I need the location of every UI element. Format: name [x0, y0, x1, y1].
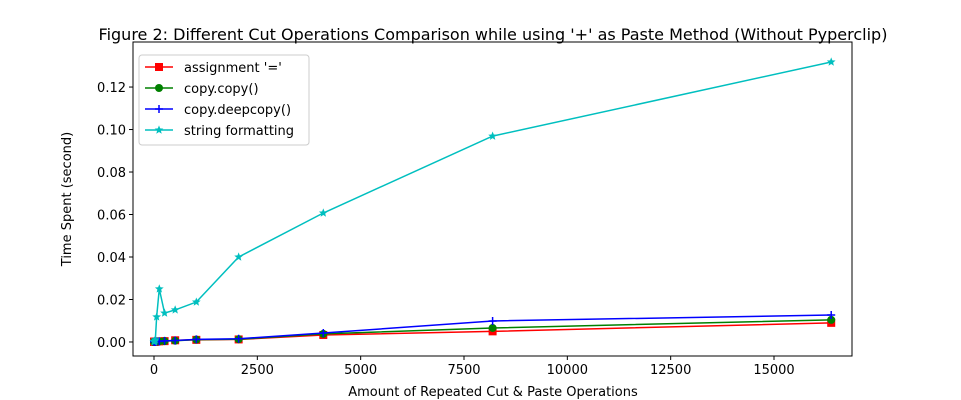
- y-tick-label: 0.02: [97, 293, 126, 308]
- x-tick-label: 2500: [241, 363, 274, 378]
- marker: [191, 297, 201, 306]
- marker: [826, 57, 836, 66]
- marker: [488, 323, 497, 332]
- y-tick-label: 0.00: [97, 336, 126, 351]
- plot-frame: [132, 41, 853, 357]
- marker: [154, 284, 164, 293]
- legend-frame: [138, 54, 310, 146]
- y-axis-label: Time Spent (second): [60, 132, 75, 267]
- legend-label: string formatting: [184, 124, 294, 139]
- marker: [171, 336, 180, 345]
- y-tick-label: 0.04: [97, 251, 126, 266]
- marker: [318, 208, 328, 217]
- legend: assignment '=' copy.copy() copy.deepcopy()…: [138, 54, 310, 146]
- legend-label: assignment '=': [184, 61, 282, 76]
- marker: [234, 334, 243, 343]
- x-axis-label: Amount of Repeated Cut & Paste Operation…: [348, 385, 638, 400]
- marker: [170, 305, 180, 314]
- legend-marker: [154, 125, 164, 134]
- marker: [160, 308, 169, 317]
- series: [149, 57, 836, 346]
- x-tick-label: 10000: [547, 363, 588, 378]
- legend-marker: [155, 105, 163, 113]
- y-tick-label: 0.06: [97, 209, 126, 224]
- marker: [150, 335, 160, 344]
- chart-title: Figure 2: Different Cut Operations Compa…: [99, 25, 888, 44]
- y-tick-label: 0.08: [97, 166, 126, 181]
- marker: [488, 316, 497, 325]
- x-tick-label: 12500: [650, 363, 691, 378]
- y-tick-label: 0.10: [97, 124, 126, 139]
- marker: [827, 315, 836, 324]
- marker: [152, 312, 162, 321]
- legend-marker: [155, 63, 163, 71]
- marker: [160, 336, 169, 345]
- marker: [234, 252, 244, 261]
- marker: [192, 335, 201, 344]
- y-tick-label: 0.12: [97, 81, 126, 96]
- x-tick-label: 15000: [753, 363, 794, 378]
- x-tick-label: 0: [150, 363, 158, 378]
- x-tick-label: 5000: [344, 363, 377, 378]
- legend-label: copy.deepcopy(): [184, 103, 291, 118]
- marker: [488, 131, 497, 140]
- x-tick-label: 7500: [447, 363, 480, 378]
- marker: [827, 310, 836, 319]
- marker: [319, 329, 328, 338]
- legend-label: copy.copy(): [184, 82, 259, 97]
- legend-marker: [155, 84, 163, 92]
